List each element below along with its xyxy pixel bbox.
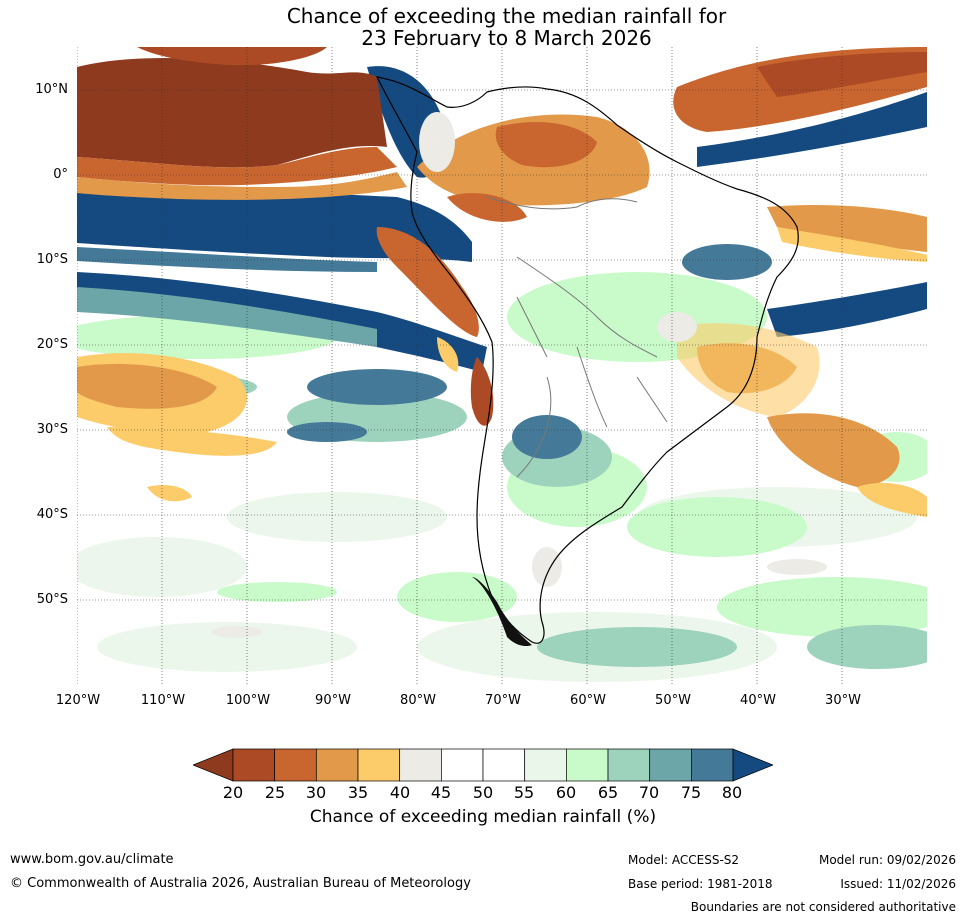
mid-blue-patches bbox=[287, 244, 772, 459]
colorbar-tick-50: 50 bbox=[472, 783, 494, 802]
colorbar-tick-45: 45 bbox=[430, 783, 452, 802]
neutral-patches bbox=[212, 112, 827, 638]
lon-label-90w: 90°W bbox=[315, 693, 351, 708]
colorbar-cell bbox=[232, 748, 276, 782]
lon-label-100w: 100°W bbox=[225, 693, 271, 708]
colorbar-tick-30: 30 bbox=[305, 783, 327, 802]
colorbar-tick-40: 40 bbox=[389, 783, 411, 802]
lon-label-60w: 60°W bbox=[570, 693, 606, 708]
colorbar-cell-below-20 bbox=[193, 748, 234, 782]
footer-model: Model: ACCESS-S2 bbox=[628, 853, 740, 867]
dry-area-chile-coast bbox=[376, 227, 479, 337]
colorbar-cell bbox=[482, 748, 526, 782]
footer-model-run: Model run: 09/02/2026 bbox=[818, 853, 956, 867]
colorbar-tick-60: 60 bbox=[555, 783, 577, 802]
lon-label-80w: 80°W bbox=[400, 693, 436, 708]
colorbar-tick-75: 75 bbox=[680, 783, 702, 802]
lat-label-50s: 50°S bbox=[36, 592, 68, 607]
lat-label-10s: 10°S bbox=[36, 252, 68, 267]
colorbar-tick-80: 80 bbox=[721, 783, 743, 802]
lat-label-40s: 40°S bbox=[36, 507, 68, 522]
colorbar-tick-65: 65 bbox=[597, 783, 619, 802]
colorbar-tick-25: 25 bbox=[264, 783, 286, 802]
colorbar-cell bbox=[649, 748, 692, 782]
footer-issued: Issued: 11/02/2026 bbox=[840, 877, 956, 891]
country-borders bbox=[486, 196, 668, 478]
lon-label-50w: 50°W bbox=[655, 693, 691, 708]
dry-area-northwest bbox=[77, 57, 387, 168]
colorbar-tick-55: 55 bbox=[513, 783, 535, 802]
lat-label-30s: 30°S bbox=[36, 422, 68, 437]
lat-label-10n: 10°N bbox=[35, 82, 68, 97]
colorbar-cell bbox=[524, 748, 567, 782]
colorbar-cell-above-80 bbox=[732, 748, 773, 782]
map-gridlines bbox=[77, 47, 927, 685]
tierra-del-fuego bbox=[472, 577, 532, 647]
rainfall-probability-map bbox=[77, 47, 927, 685]
lon-label-40w: 40°W bbox=[740, 693, 776, 708]
colorbar-label: Chance of exceeding median rainfall (%) bbox=[309, 807, 657, 827]
colorbar-cell bbox=[691, 748, 734, 782]
map-title-line2: 23 February to 8 March 2026 bbox=[361, 26, 652, 50]
map-title-line1: Chance of exceeding the median rainfall … bbox=[286, 4, 727, 28]
lon-label-110w: 110°W bbox=[140, 693, 186, 708]
colorbar-cell bbox=[357, 748, 401, 782]
colorbar-cell bbox=[399, 748, 442, 782]
equatorial-wet-band bbox=[77, 185, 472, 262]
lon-label-30w: 30°W bbox=[825, 693, 861, 708]
lat-label-20s: 20°S bbox=[36, 337, 68, 352]
south-america-coastline bbox=[375, 76, 799, 644]
colorbar-cell bbox=[441, 748, 484, 782]
colorbar-cell bbox=[607, 748, 651, 782]
colorbar-cell bbox=[315, 748, 359, 782]
footer-base-period: Base period: 1981-2018 bbox=[628, 877, 773, 891]
colorbar bbox=[193, 748, 773, 782]
footer-website: www.bom.gov.au/climate bbox=[10, 852, 174, 867]
colorbar-cell bbox=[566, 748, 609, 782]
colorbar-tick-35: 35 bbox=[347, 783, 369, 802]
footer-copyright: © Commonwealth of Australia 2026, Austra… bbox=[10, 876, 471, 891]
lon-label-120w: 120°W bbox=[55, 693, 101, 708]
lon-label-70w: 70°W bbox=[485, 693, 521, 708]
colorbar-cell bbox=[274, 748, 317, 782]
footer-disclaimer: Boundaries are not considered authoritat… bbox=[690, 900, 956, 914]
colorbar-tick-70: 70 bbox=[638, 783, 660, 802]
colorbar-tick-20: 20 bbox=[222, 783, 244, 802]
lat-label-0: 0° bbox=[53, 167, 68, 182]
